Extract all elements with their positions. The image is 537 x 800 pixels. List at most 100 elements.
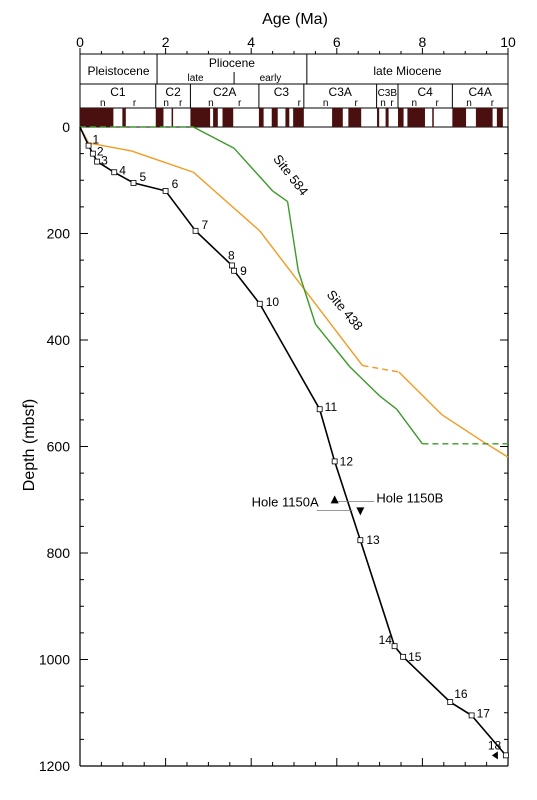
data-point-label: 6 xyxy=(172,177,179,191)
data-point xyxy=(89,150,96,157)
epoch-label: Pleistocene xyxy=(87,64,149,78)
data-point xyxy=(400,653,407,660)
data-point xyxy=(357,537,364,544)
data-point xyxy=(162,187,169,194)
polarity-normal-bar xyxy=(398,108,404,127)
data-point xyxy=(391,643,398,650)
chron-label: C4 xyxy=(418,85,434,99)
data-point xyxy=(130,180,137,186)
chron-label: C2A xyxy=(213,85,236,99)
series-segment xyxy=(379,395,398,410)
y-tick-label: 0 xyxy=(62,119,70,135)
data-point-label: 8 xyxy=(228,248,235,262)
polarity-normal-bar xyxy=(452,108,467,127)
chron-label: C3B xyxy=(378,88,398,99)
x-tick-label: 0 xyxy=(76,34,84,50)
data-point-label: 3 xyxy=(101,154,108,168)
data-point-label: 13 xyxy=(366,533,380,547)
x-axis-title: Age (Ma) xyxy=(262,11,328,28)
polarity-normal-bar xyxy=(377,108,380,127)
series-segment xyxy=(88,142,132,152)
chron-label: C4A xyxy=(469,85,492,99)
polarity-normal-bar xyxy=(407,108,425,127)
polarity-normal-bar xyxy=(293,108,304,127)
x-tick-label: 4 xyxy=(247,34,255,50)
polarity-normal-bar xyxy=(432,108,434,127)
data-point xyxy=(256,300,263,307)
series-segment xyxy=(233,147,274,192)
chron-r-label: r xyxy=(355,98,359,109)
data-point xyxy=(111,169,118,176)
series-segment xyxy=(314,323,351,368)
series-segment xyxy=(193,126,235,149)
data-point-label: 16 xyxy=(454,687,468,701)
data-point xyxy=(94,158,101,165)
chron-r-label: r xyxy=(238,98,242,109)
y-tick-label: 800 xyxy=(47,545,71,561)
polarity-normal-bar xyxy=(271,108,278,127)
polarity-normal-bar xyxy=(348,108,362,127)
annotation-layer: Hole 1150A Hole 1150B xyxy=(252,490,443,516)
data-point xyxy=(468,712,475,719)
polarity-normal-bar xyxy=(171,108,174,127)
polarity-normal-bar xyxy=(222,108,234,127)
polarity-normal-bar xyxy=(496,108,503,127)
timescale-panel: Pleistocene Pliocene late early late Miocene… xyxy=(79,53,509,128)
series-segment xyxy=(396,408,423,445)
polarity-normal-bar xyxy=(332,108,343,127)
data-point xyxy=(229,262,235,269)
y-axis-title: Depth (mbsf) xyxy=(21,399,38,491)
chron-label: C2 xyxy=(165,85,181,99)
data-point xyxy=(85,142,92,149)
annotation-label: Hole 1150B xyxy=(376,490,443,505)
data-point xyxy=(447,699,454,705)
series-segment xyxy=(362,364,399,373)
axes: 0 2 4 6 8 10 0 200 400 600 800 1000 1200 xyxy=(39,34,516,774)
x-tick-label: 2 xyxy=(162,34,170,50)
epoch-label: late Miocene xyxy=(373,64,441,78)
data-point xyxy=(331,458,338,465)
data-point-label: 18 xyxy=(488,738,502,752)
chron-r-label: r xyxy=(491,98,495,109)
data-point xyxy=(192,227,199,234)
y-tick-label: 1000 xyxy=(39,652,70,668)
polarity-normal-bar xyxy=(258,108,264,127)
data-point-label: 9 xyxy=(240,264,247,278)
series-label: Site 584 xyxy=(270,152,311,199)
data-point-label: 4 xyxy=(119,163,126,177)
data-point xyxy=(316,406,323,413)
down-triangle-icon xyxy=(356,507,365,516)
series-segment xyxy=(441,413,483,442)
series-label: Site 438 xyxy=(324,287,366,333)
chron-label: C1 xyxy=(110,85,126,99)
y-tick-label: 1200 xyxy=(39,758,70,774)
chron-r-label: r xyxy=(390,98,394,109)
chron-n-label: n xyxy=(163,98,169,109)
data-point-label: 11 xyxy=(325,400,338,414)
polarity-normal-bar xyxy=(155,108,164,127)
polarity-normal-bar xyxy=(475,108,493,127)
chron-label: C3A xyxy=(329,85,352,99)
polarity-normal-bar xyxy=(122,108,126,127)
data-point-label: 2 xyxy=(97,145,104,159)
annotation-label: Hole 1150A xyxy=(252,494,319,509)
arrow-icon xyxy=(491,751,498,760)
chron-r-label: r xyxy=(298,98,302,109)
data-point-label: 17 xyxy=(477,706,491,720)
data-point-label: 14 xyxy=(379,633,393,647)
data-point-label: 10 xyxy=(266,295,280,309)
data-point-label: 12 xyxy=(340,454,354,468)
series-layer: Site 584 Site 438 xyxy=(79,126,509,756)
chron-r-label: r xyxy=(435,98,439,109)
series-segment xyxy=(259,230,364,366)
data-point-label: 5 xyxy=(140,170,147,184)
chron-n-label: n xyxy=(208,98,214,109)
series-segment xyxy=(131,150,194,173)
y-tick-label: 600 xyxy=(47,439,71,455)
series-segment xyxy=(286,201,299,271)
x-tick-label: 6 xyxy=(333,34,341,50)
data-point-label: 1 xyxy=(93,133,100,147)
series-segment xyxy=(398,371,443,416)
